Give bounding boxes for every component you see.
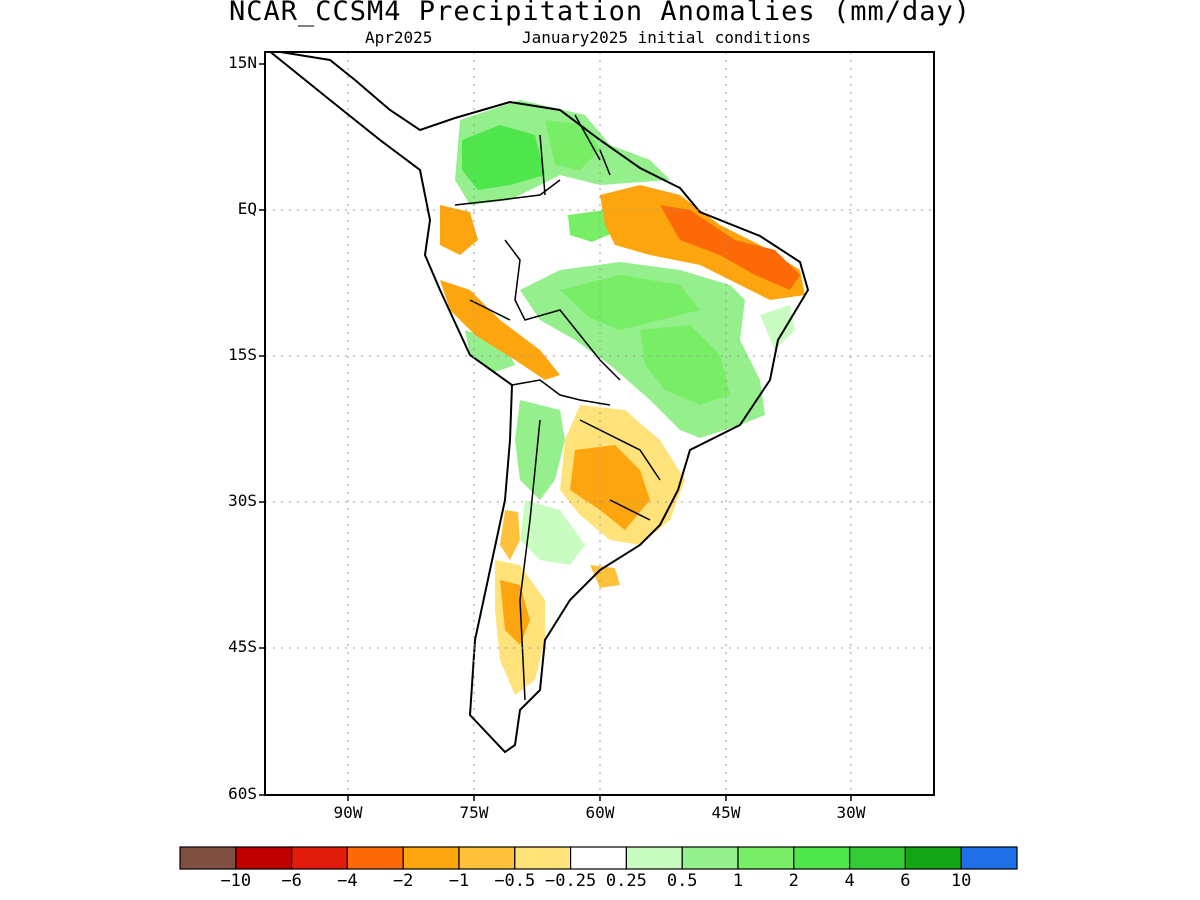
colorbar-tick-label: 2 bbox=[788, 871, 799, 891]
colorbar-swatch bbox=[625, 846, 683, 870]
dry-anomaly-northeast-core bbox=[660, 205, 800, 290]
lat-label-30s: 30S bbox=[228, 491, 257, 510]
lat-label-15n: 15N bbox=[228, 53, 257, 72]
colorbar-tick-label: 6 bbox=[900, 871, 911, 891]
colorbar bbox=[179, 846, 1018, 870]
colorbar-tick-label: −4 bbox=[337, 871, 358, 891]
colorbar-swatch bbox=[960, 846, 1018, 870]
coastline bbox=[268, 52, 810, 754]
colorbar-tick-label: 10 bbox=[950, 871, 972, 891]
forecast-month: Apr2025 bbox=[365, 28, 433, 47]
colorbar-swatch bbox=[291, 846, 349, 870]
dry-anomaly-uruguay bbox=[590, 565, 620, 588]
colorbar-tick-label: 1 bbox=[732, 871, 744, 891]
dry-anomaly-chile bbox=[500, 510, 520, 560]
colorbar-tick-label: 0.5 bbox=[666, 871, 698, 891]
anomaly-field bbox=[270, 52, 808, 752]
lon-label-75w: 75W bbox=[459, 803, 489, 822]
wet-anomaly-north-core bbox=[462, 125, 545, 190]
wet-anomaly-central bbox=[640, 325, 730, 405]
colorbar-swatch bbox=[569, 846, 627, 870]
colorbar-tick-label: −0.25 bbox=[545, 871, 597, 891]
lon-label-30w: 30W bbox=[836, 803, 866, 822]
initial-conditions: January2025 initial conditions bbox=[522, 28, 811, 47]
lat-label-60s: 60S bbox=[228, 784, 257, 803]
coastlines bbox=[268, 52, 810, 754]
colorbar-swatch bbox=[793, 846, 851, 870]
lon-label-45w: 45W bbox=[711, 803, 741, 822]
colorbar-swatch bbox=[346, 846, 404, 870]
wet-anomaly-south-central bbox=[515, 400, 565, 500]
colorbar-tick-label: −0.5 bbox=[494, 871, 536, 891]
lat-label-45s: 45S bbox=[228, 637, 257, 656]
wet-anomaly-west bbox=[465, 330, 515, 372]
colorbar-swatch bbox=[458, 846, 516, 870]
colorbar-swatch bbox=[514, 846, 572, 870]
lon-label-60w: 60W bbox=[585, 803, 615, 822]
lat-label-15s: 15S bbox=[228, 345, 257, 364]
axis-ticks bbox=[259, 63, 852, 801]
wet-anomaly-small bbox=[568, 210, 615, 242]
country-border bbox=[454, 114, 661, 701]
colorbar-swatch bbox=[681, 846, 739, 870]
colorbar-tick-label: −6 bbox=[281, 871, 302, 891]
wet-anomaly-east bbox=[760, 305, 795, 350]
colorbar-swatch bbox=[904, 846, 962, 870]
wet-anomaly-north-core-2 bbox=[545, 120, 600, 170]
colorbar-swatch bbox=[737, 846, 795, 870]
colorbar-tick-label: 0.25 bbox=[605, 871, 647, 891]
dry-anomaly-andes-north bbox=[440, 205, 478, 255]
colorbar-swatch bbox=[848, 846, 906, 870]
wet-anomaly-amazon-core bbox=[560, 275, 700, 330]
colorbar-tick-label: −2 bbox=[392, 871, 414, 891]
dry-anomaly-andes bbox=[440, 280, 560, 380]
chart-title: NCAR_CCSM4 Precipitation Anomalies (mm/d… bbox=[229, 0, 971, 27]
lat-label-eq: EQ bbox=[237, 199, 257, 218]
lon-label-90w: 90W bbox=[333, 803, 363, 822]
colorbar-swatch bbox=[402, 846, 460, 870]
colorbar-tick-label: −1 bbox=[448, 871, 470, 891]
colorbar-tick-label: 4 bbox=[844, 871, 855, 891]
wet-anomaly-south bbox=[520, 500, 585, 565]
colorbar-swatch bbox=[235, 846, 293, 870]
dry-anomaly-patagonia-core bbox=[500, 580, 530, 645]
colorbar-tick-label: −10 bbox=[220, 871, 252, 891]
dry-anomaly-pampas-core bbox=[570, 445, 650, 530]
colorbar-swatch bbox=[179, 846, 237, 870]
